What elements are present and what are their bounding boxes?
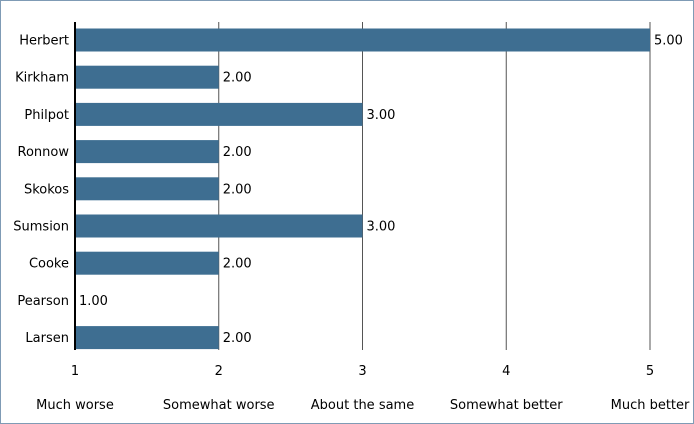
value-label-philpot: 3.00 xyxy=(367,108,396,123)
x-tick-description-2: Somewhat worse xyxy=(163,398,275,413)
value-label-sumsion: 3.00 xyxy=(367,220,396,235)
bars xyxy=(75,28,650,350)
value-label-herbert: 5.00 xyxy=(654,34,683,49)
value-label-pearson: 1.00 xyxy=(79,294,108,309)
category-label-herbert: Herbert xyxy=(19,34,69,49)
category-label-cooke: Cooke xyxy=(29,257,69,272)
x-tick-label-5: 5 xyxy=(646,364,654,379)
bar-herbert xyxy=(75,28,650,52)
bar-philpot xyxy=(75,102,363,126)
bar-skokos xyxy=(75,177,219,201)
x-tick-label-2: 2 xyxy=(215,364,223,379)
category-label-larsen: Larsen xyxy=(25,331,69,346)
x-tick-description-4: Somewhat better xyxy=(450,398,563,413)
x-tick-label-1: 1 xyxy=(71,364,79,379)
value-label-cooke: 2.00 xyxy=(223,257,252,272)
x-tick-description-5: Much better xyxy=(611,398,690,413)
bar-sumsion xyxy=(75,214,363,238)
x-tick-label-3: 3 xyxy=(358,364,366,379)
x-tick-description-1: Much worse xyxy=(36,398,114,413)
labels: Herbert 5.00 Kirkham 2.00 Philpot 3.00 Ronnow 2… xyxy=(13,34,690,414)
bar-ronnow xyxy=(75,140,219,164)
category-label-philpot: Philpot xyxy=(24,108,69,123)
category-label-pearson: Pearson xyxy=(17,294,69,309)
value-label-kirkham: 2.00 xyxy=(223,71,252,86)
x-tick-label-4: 4 xyxy=(502,364,510,379)
x-tick-description-3: About the same xyxy=(311,398,414,413)
bar-kirkham xyxy=(75,65,219,89)
value-label-skokos: 2.00 xyxy=(223,182,252,197)
value-label-larsen: 2.00 xyxy=(223,331,252,346)
category-label-kirkham: Kirkham xyxy=(15,71,69,86)
category-label-sumsion: Sumsion xyxy=(13,220,69,235)
category-label-skokos: Skokos xyxy=(24,182,69,197)
category-label-ronnow: Ronnow xyxy=(18,145,70,160)
bar-cooke xyxy=(75,251,219,275)
grid-lines xyxy=(218,22,651,350)
bar-larsen xyxy=(75,326,219,350)
value-label-ronnow: 2.00 xyxy=(223,145,252,160)
